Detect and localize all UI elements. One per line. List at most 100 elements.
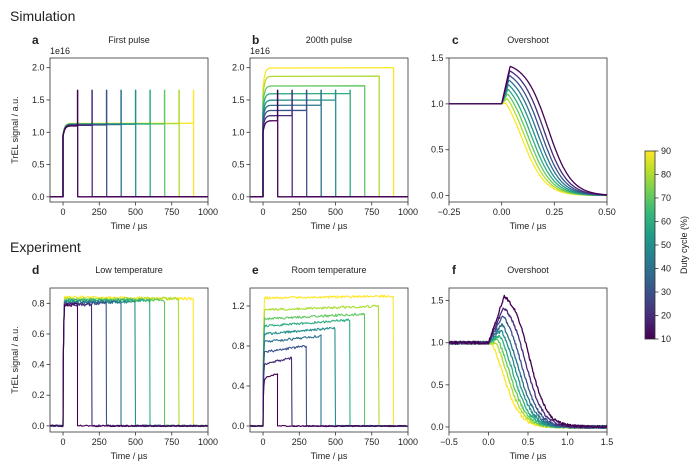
series-e-duty-60 [250,318,408,428]
series-e-duty-20 [250,356,408,428]
xlabel-b: Time / µs [311,221,348,231]
ytick-label-a: 1.0 [32,127,45,137]
axes-frame-e [249,287,409,433]
series-d-duty-60 [50,298,208,428]
ytick-label-c: 0.5 [431,145,444,155]
colorbar-label: Duty cycle (%) [679,216,689,274]
colorbar-tick-label: 60 [661,217,671,227]
axes-frame-c [448,57,608,203]
panel-b: b 200th pulse 1e16 0 250 500 750 1000 0.0 0.5 1.0 1… [232,33,418,231]
series-d-duty-40 [50,300,208,428]
ytick-label-e: 0.8 [232,341,245,351]
panel-title-a: First pulse [108,35,150,45]
xtick-label-a: 250 [92,207,107,217]
ytick-label-f: 1.0 [431,338,444,348]
ytick-label-f: 0.5 [431,380,444,390]
xtick-label-b: 1000 [398,207,418,217]
panel-a: a First pulse 1e16 0 250 500 750 1000 0.0 0.5 1.0 1… [10,33,218,231]
ytick-label-a: 1.5 [32,95,45,105]
ytick-label-e: 1.2 [232,301,245,311]
ytick-label-f: 0.0 [431,422,444,432]
xtick-label-c: 0.00 [493,207,511,217]
panel-title-b: 200th pulse [306,35,353,45]
series-b-duty-80 [250,75,408,198]
xtick-label-d: 0 [61,437,66,447]
panel-c: c Overshoot −0.25 0.00 0.25 0.50 0.0 0.5 1.0 1.5 T… [431,33,616,231]
offset-text-a: 1e16 [50,46,70,56]
series-e-duty-30 [250,344,408,428]
ytick-label-c: 0.0 [431,191,444,201]
xtick-label-a: 1000 [198,207,218,217]
xtick-label-a: 500 [128,207,143,217]
series-a-duty-40 [50,89,208,198]
axes-frame-a [49,57,209,203]
panel-letter-d: d [32,263,39,277]
ytick-label-b: 0.0 [232,192,245,202]
colorbar-gradient [644,150,656,340]
ytick-label-a: 0.5 [32,160,45,170]
colorbar-tick-label: 80 [661,170,671,180]
series-a-duty-20 [50,89,208,198]
section-title-experiment: Experiment [10,239,81,255]
ytick-label-d: 0.8 [32,298,45,308]
series-a-duty-70 [50,89,208,198]
colorbar-tick-label: 20 [661,311,671,321]
ytick-label-d: 0.2 [32,390,45,400]
colorbar-tick-label: 70 [661,193,671,203]
xtick-label-c: 0.25 [546,207,564,217]
axes-frame-d [49,287,209,433]
panel-title-c: Overshoot [507,35,549,45]
xtick-label-e: 500 [328,437,343,447]
offset-text-b: 1e16 [250,46,270,56]
series-a-duty-80 [50,89,208,198]
section-title-simulation: Simulation [10,8,75,24]
series-d-duty-20 [50,302,208,428]
series-a-duty-50 [50,89,208,198]
series-b-duty-30 [250,89,408,198]
series-f-duty-50 [449,329,607,430]
xlabel-f: Time / µs [510,451,547,461]
colorbar-tick-label: 50 [661,240,671,250]
series-group-f [449,294,607,430]
ytick-label-e: 0.4 [232,381,245,391]
ytick-label-f: 1.5 [431,296,444,306]
colorbar-tick-label: 40 [661,264,671,274]
panel-title-e: Room temperature [291,265,366,275]
xtick-label-f: 1.5 [601,437,614,447]
xtick-label-e: 750 [364,437,379,447]
series-b-duty-60 [250,89,408,198]
series-group-b [250,67,408,198]
series-e-duty-50 [250,326,408,428]
colorbar-tick-label: 90 [661,146,671,156]
ytick-label-c: 1.0 [431,99,444,109]
series-group-d [50,295,208,428]
xtick-label-d: 750 [164,437,179,447]
series-c-duty-20 [449,70,607,196]
colorbar-tick-label: 10 [661,334,671,344]
series-a-duty-10 [50,89,208,198]
xlabel-e: Time / µs [311,451,348,461]
xtick-label-b: 750 [364,207,379,217]
panel-letter-e: e [252,263,259,277]
xtick-label-b: 0 [261,207,266,217]
axes-frame-b [249,57,409,203]
xtick-label-c: 0.50 [598,207,616,217]
ytick-label-b: 2.0 [232,63,245,73]
ytick-label-d: 0.0 [32,421,45,431]
series-c-duty-80 [449,97,607,197]
series-c-duty-60 [449,88,607,197]
colorbar: 10 20 30 40 50 60 70 80 90 Duty cycle (%) [644,146,689,344]
ylabel-a: TrEL signal / a.u. [10,96,20,163]
panel-d: d Low temperature 0 250 500 750 1000 0.0 0.2 0.4 0… [10,263,218,461]
xtick-label-d: 250 [92,437,107,447]
ytick-label-b: 1.0 [232,127,245,137]
xtick-label-e: 0 [261,437,266,447]
xtick-label-b: 500 [328,207,343,217]
ytick-label-a: 0.0 [32,192,45,202]
series-e-duty-40 [250,334,408,428]
series-b-duty-20 [250,89,408,198]
series-c-duty-50 [449,84,607,196]
xtick-label-d: 500 [128,437,143,447]
ytick-label-a: 2.0 [32,63,45,73]
